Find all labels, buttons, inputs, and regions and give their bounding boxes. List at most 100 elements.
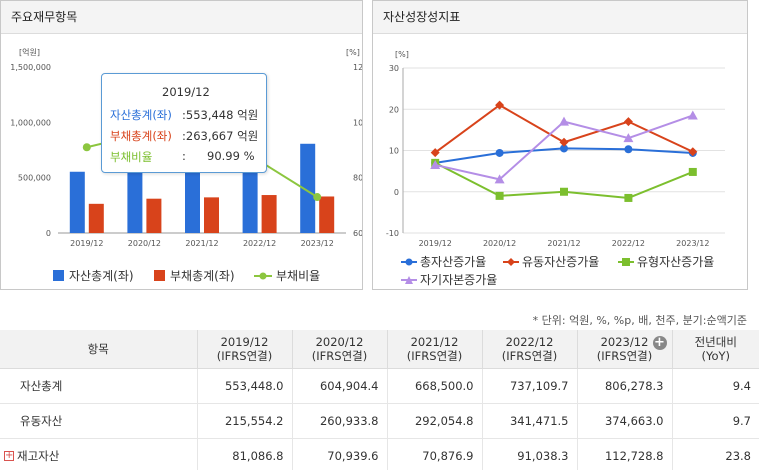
table-row: 유동자산 215,554.2 260,933.8 292,054.8 341,471.5… [0, 403, 759, 439]
equity-growth-point [623, 133, 634, 143]
yoy-cell: 9.7 [671, 403, 759, 439]
table-cell: 374,663.0 [576, 403, 672, 439]
left-y-unit: [억원] [19, 47, 40, 57]
equity-growth-point [559, 116, 569, 126]
financial-table: 항목 2019/12 (IFRS연결) 2020/12 (IFRS연결) 2021/… [0, 330, 759, 470]
x-tick-label: 2021/12 [185, 239, 218, 248]
assets-bar [300, 143, 316, 233]
tooltip-assets-label: 자산총계(좌) [110, 108, 172, 122]
legend-item-total-asset-growth[interactable]: 총자산증가율 [401, 253, 486, 270]
yoy-cell: 23.8 [671, 438, 759, 470]
table-cell: 668,500.0 [386, 367, 482, 404]
legend-label-current-asset-growth: 유동자산증가율 [522, 255, 600, 269]
ratio-line-swatch [254, 272, 272, 279]
current-asset-swatch [503, 257, 519, 266]
x-tick-label: 2023/12 [301, 239, 334, 248]
table-cell: 70,939.6 [291, 438, 387, 470]
total-asset-growth-point [495, 148, 504, 157]
current-asset-growth-point [495, 100, 505, 110]
financial-items-panel: 주요재무항목 [억원] [%] 1,500,000 1,000,000 500,00… [0, 0, 363, 290]
table-header-row: 항목 2019/12 (IFRS연결) 2020/12 (IFRS연결) 2021/… [0, 330, 759, 369]
legend-label-assets: 자산총계(좌) [69, 269, 134, 283]
x-tick-label: 2019/12 [419, 239, 452, 248]
liabilities-bar [146, 198, 162, 233]
growth-y-unit: [%] [395, 50, 409, 59]
tangible-asset-swatch [618, 257, 634, 266]
tangible-asset-growth-point [688, 167, 697, 176]
header-col-2020: 2020/12 (IFRS연결) [291, 330, 387, 369]
add-column-icon[interactable]: + [652, 335, 667, 350]
y-tick-label: 1,000,000 [10, 118, 51, 127]
legend-item-assets[interactable]: 자산총계(좌) [53, 267, 134, 284]
equity-growth-point [494, 174, 505, 184]
table-cell: 806,278.3 [576, 367, 672, 404]
y2-tick-label: 60 [353, 229, 362, 238]
y-tick-label: 30 [389, 64, 399, 73]
table-cell: 70,876.9 [386, 438, 482, 470]
x-tick-label: 2020/12 [483, 239, 516, 248]
table-cell: 260,933.8 [291, 403, 387, 439]
header-col-2019: 2019/12 (IFRS연결) [196, 330, 292, 369]
row-label[interactable]: + 재고자산 [0, 438, 197, 470]
y2-tick-label: 120 [353, 63, 362, 72]
liabilities-swatch [154, 270, 165, 281]
y-tick-label: 10 [389, 147, 399, 156]
y-tick-label: 20 [389, 105, 399, 114]
y-tick-label: -10 [386, 229, 399, 238]
tooltip-ratio-label: 부채비율 [110, 150, 153, 164]
row-label-text: 유동자산 [20, 413, 63, 428]
tangible-asset-growth-point [624, 193, 633, 202]
table-cell: 292,054.8 [386, 403, 482, 439]
table-row: 자산총계 553,448.0 604,904.4 668,500.0 737,109.7… [0, 367, 759, 404]
x-tick-label: 2019/12 [70, 239, 103, 248]
table-cell: 215,554.2 [196, 403, 292, 439]
y-tick-label: 0 [394, 188, 399, 197]
unit-note: * 단위: 억원, %, %p, 배, 천주, 분기:순액기준 [532, 314, 747, 327]
legend-item-equity-growth[interactable]: 자기자본증가율 [401, 271, 497, 288]
header-col-2023: 2023/12 (IFRS연결) + [576, 330, 672, 369]
debt-ratio-point [313, 193, 322, 202]
y2-tick-label: 80 [353, 174, 362, 183]
tangible-asset-growth-point [560, 187, 568, 196]
financial-items-legend: 자산총계(좌) 부채총계(좌) 부채비율 [1, 267, 362, 285]
x-tick-label: 2023/12 [676, 239, 709, 248]
legend-label-ratio: 부채비율 [276, 269, 321, 283]
asset-growth-legend: 총자산증가율 유동자산증가율 유형자산증가율 자기자본증가율 [373, 253, 747, 289]
asset-growth-chart: [%] 30 20 10 0 -10 2019/12 2020/12 2021/12 2022/… [386, 50, 725, 248]
y-tick-label: 0 [46, 229, 51, 238]
total-asset-swatch [401, 258, 417, 265]
asset-growth-title: 자산성장성지표 [373, 1, 747, 34]
current-asset-growth-point [430, 148, 440, 158]
y-tick-label: 1,500,000 [10, 63, 51, 72]
expand-row-icon[interactable]: + [4, 450, 14, 461]
table-cell: 553,448.0 [196, 367, 292, 404]
tooltip-ratio-value: 90.99 % [207, 149, 255, 163]
row-label-text: 자산총계 [20, 378, 63, 393]
table-cell: 604,904.4 [291, 367, 387, 404]
x-tick-label: 2022/12 [243, 239, 276, 248]
legend-item-current-asset-growth[interactable]: 유동자산증가율 [503, 253, 599, 270]
table-cell: 341,471.5 [481, 403, 577, 439]
assets-bar [69, 171, 85, 233]
tooltip-liab-label: 부채총계(좌) [110, 129, 172, 143]
legend-item-tangible-asset-growth[interactable]: 유형자산증가율 [618, 253, 714, 270]
row-label-text: 재고자산 [17, 448, 60, 463]
legend-item-ratio[interactable]: 부채비율 [254, 267, 320, 284]
legend-label-liabilities: 부채총계(좌) [170, 269, 235, 283]
header-col-yoy: 전년대비 (YoY) [671, 330, 759, 369]
tooltip-ratio-sep: : [182, 149, 186, 163]
header-col-2021: 2021/12 (IFRS연결) [386, 330, 482, 369]
x-tick-label: 2020/12 [128, 239, 161, 248]
equity-swatch [401, 275, 417, 284]
debt-ratio-point [82, 143, 91, 152]
x-tick-label: 2021/12 [547, 239, 580, 248]
tooltip-assets-value: :553,448 억원 [182, 108, 259, 122]
current-asset-growth-point [559, 137, 569, 147]
asset-growth-panel: 자산성장성지표 [%] 30 20 10 0 -10 2019/12 2020/12 2021… [372, 0, 748, 290]
row-label: 자산총계 [0, 367, 197, 404]
tangible-asset-growth-point [495, 191, 504, 200]
chart-tooltip: 2019/12 자산총계(좌) :553,448 억원 부채총계(좌) :263… [101, 73, 267, 173]
legend-item-liabilities[interactable]: 부채총계(좌) [154, 267, 235, 284]
assets-bar [185, 159, 200, 233]
tooltip-year: 2019/12 [162, 85, 210, 99]
